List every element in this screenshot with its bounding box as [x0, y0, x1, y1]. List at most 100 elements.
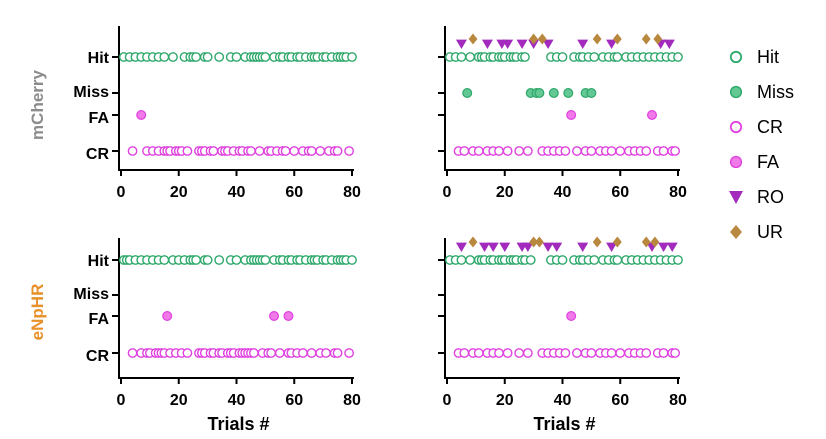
cr-point	[586, 348, 597, 358]
hit-point	[525, 255, 536, 265]
cr-point	[459, 146, 470, 156]
hit-point	[347, 52, 357, 62]
y-tick-label-fa: FA	[89, 311, 110, 328]
cr-point	[641, 348, 652, 358]
ro-point	[455, 39, 467, 49]
panel-mcherry-right: 0 20 40 60 80	[438, 26, 687, 201]
ro-point	[577, 39, 589, 49]
ur-point	[468, 236, 478, 248]
cr-point	[473, 146, 484, 156]
ur-point	[529, 33, 539, 45]
cr-point	[332, 146, 343, 156]
x-tick-label-20: 20	[170, 184, 188, 201]
hit-point	[557, 52, 568, 62]
hit-point	[260, 255, 271, 265]
legend-marker-ur	[730, 225, 742, 239]
cr-point	[254, 146, 265, 156]
cr-point	[658, 348, 669, 358]
cr-point	[560, 146, 571, 156]
cr-point	[494, 146, 504, 156]
cr-point	[572, 146, 582, 156]
cr-point	[670, 146, 681, 156]
ur-point	[612, 236, 622, 248]
cr-point	[127, 348, 138, 358]
ro-point	[487, 242, 499, 252]
cr-point	[289, 146, 300, 156]
y-tick-label-fa: FA	[89, 110, 110, 127]
ro-point	[606, 242, 618, 252]
ro-point	[479, 242, 491, 252]
x-tick-label-20: 20	[496, 392, 514, 409]
row-label-mcherry: mCherry	[28, 69, 47, 139]
fa-point	[566, 109, 577, 120]
cr-point	[586, 146, 597, 156]
legend-item-fa: FA	[729, 152, 779, 172]
panel-enphr-right: 0 20 40 60 80 Trials #	[438, 236, 687, 434]
hit-point	[231, 255, 242, 265]
series-hit	[118, 255, 357, 265]
y-tick-label-hit: Hit	[88, 253, 110, 270]
x-tick-label-0: 0	[443, 184, 452, 201]
hit-point	[231, 52, 242, 62]
series-cr	[127, 146, 355, 156]
ro-point	[499, 242, 511, 252]
hit-point	[159, 255, 170, 265]
ur-point	[612, 33, 622, 45]
row-label-enphr: eNpHR	[28, 284, 47, 341]
hit-point	[673, 255, 683, 265]
hit-point	[191, 255, 201, 265]
ro-point	[516, 39, 528, 49]
series-miss	[462, 87, 597, 98]
hit-point	[202, 255, 213, 265]
series-hit	[444, 255, 683, 265]
cr-point	[606, 348, 617, 358]
series-ur	[468, 33, 663, 45]
ro-point	[666, 242, 678, 252]
hit-point	[589, 52, 600, 62]
hit-point	[168, 52, 178, 62]
cr-point	[182, 146, 193, 156]
legend-label: RO	[757, 187, 784, 207]
cr-point	[315, 146, 326, 156]
hit-point	[589, 255, 600, 265]
ur-point	[468, 33, 478, 45]
cr-point	[502, 146, 513, 156]
row-labels: mCherry eNpHR	[28, 69, 47, 340]
legend-label: UR	[757, 222, 783, 242]
y-tick-label-miss: Miss	[73, 286, 109, 303]
x-axis-title: Trials #	[207, 414, 269, 434]
ur-point	[592, 236, 602, 248]
ur-point	[650, 236, 660, 248]
legend-item-cr: CR	[729, 117, 783, 137]
hit-point	[557, 255, 568, 265]
x-tick-label-40: 40	[554, 392, 572, 409]
fa-point	[269, 311, 280, 322]
cr-point	[615, 348, 626, 358]
hit-point	[214, 52, 225, 62]
miss-point	[586, 87, 597, 98]
x-tick-label-80: 80	[343, 184, 361, 201]
x-tick-label-60: 60	[611, 392, 629, 409]
hit-point	[191, 52, 201, 62]
x-tick-label-80: 80	[669, 184, 687, 201]
legend-item-ro: RO	[729, 187, 784, 207]
cr-point	[473, 348, 484, 358]
miss-point	[548, 87, 559, 98]
ro-point	[606, 39, 618, 49]
legend-item-ur: UR	[730, 222, 783, 242]
ur-point	[653, 33, 663, 45]
ro-point	[542, 39, 554, 49]
fa-point	[647, 109, 658, 120]
cr-point	[274, 348, 285, 358]
cr-point	[494, 348, 504, 358]
hit-point	[202, 52, 213, 62]
cr-point	[572, 348, 582, 358]
x-tick-label-0: 0	[117, 184, 126, 201]
legend-label: Miss	[757, 82, 794, 102]
cr-point	[502, 348, 513, 358]
x-tick-label-0: 0	[443, 392, 452, 409]
hit-point	[456, 255, 467, 265]
cr-point	[321, 348, 331, 358]
cr-point	[298, 348, 308, 358]
hit-point	[214, 255, 225, 265]
